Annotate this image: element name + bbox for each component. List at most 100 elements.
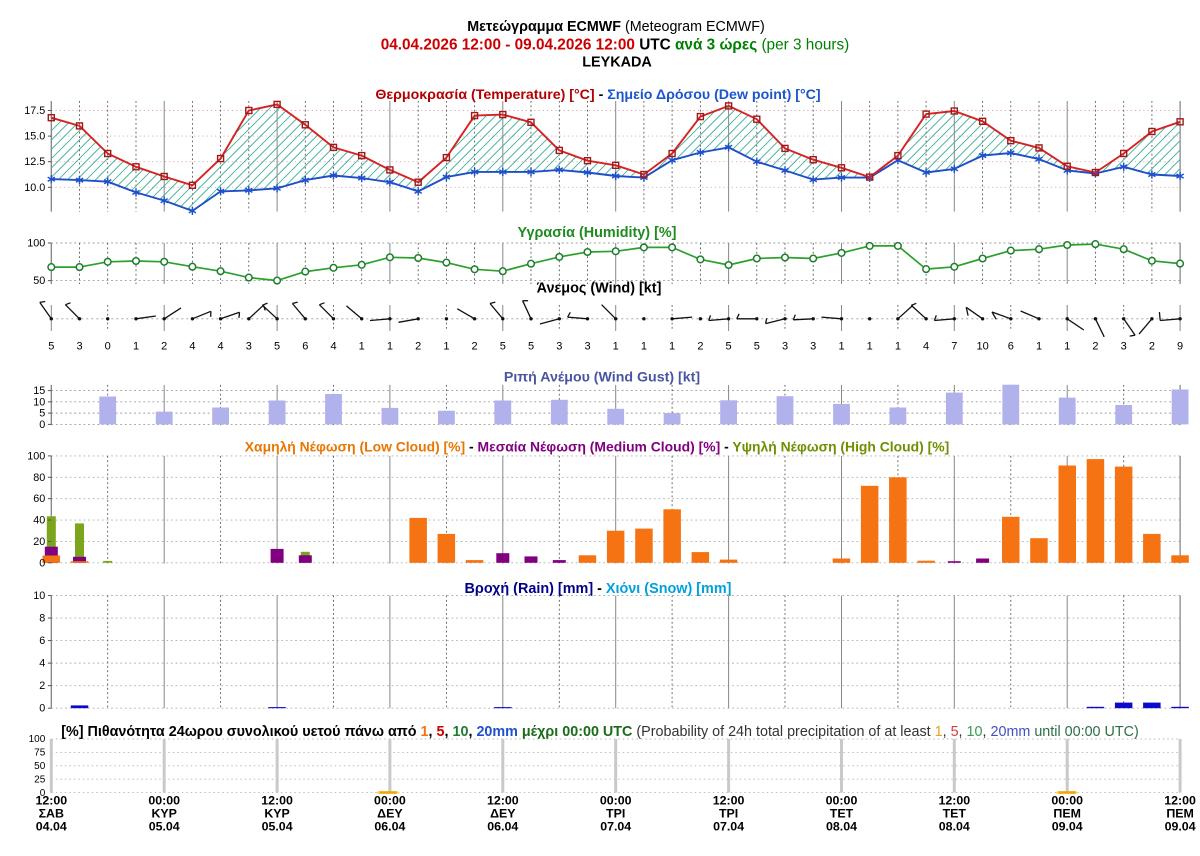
svg-text:08.04: 08.04 (826, 820, 857, 834)
svg-text:ΤΡΙ: ΤΡΙ (606, 807, 625, 821)
svg-text:09.04: 09.04 (1052, 820, 1083, 834)
svg-text:0: 0 (39, 419, 45, 431)
svg-text:5: 5 (39, 408, 45, 420)
svg-text:8: 8 (39, 613, 45, 625)
svg-text:6: 6 (302, 341, 308, 353)
svg-text:1: 1 (443, 341, 449, 353)
svg-text:00:00: 00:00 (600, 794, 632, 808)
svg-text:1: 1 (838, 341, 844, 353)
svg-text:5: 5 (500, 341, 506, 353)
svg-text:3: 3 (584, 341, 590, 353)
svg-text:25: 25 (34, 774, 46, 785)
svg-text:15.0: 15.0 (24, 131, 45, 143)
svg-text:ΤΕΤ: ΤΕΤ (943, 807, 967, 821)
svg-text:Υγρασία (Humidity) [%]: Υγρασία (Humidity) [%] (518, 225, 677, 241)
svg-text:12:00: 12:00 (487, 794, 519, 808)
svg-text:1: 1 (1036, 341, 1042, 353)
svg-text:20: 20 (33, 536, 45, 548)
svg-text:12:00: 12:00 (713, 794, 745, 808)
svg-text:2: 2 (161, 341, 167, 353)
svg-text:5: 5 (48, 341, 54, 353)
svg-text:6: 6 (39, 635, 45, 647)
svg-text:1: 1 (133, 341, 139, 353)
svg-text:3: 3 (782, 341, 788, 353)
svg-text:5: 5 (274, 341, 280, 353)
svg-text:10: 10 (33, 590, 45, 602)
svg-text:ΣΑΒ: ΣΑΒ (39, 807, 64, 821)
svg-text:10: 10 (33, 396, 45, 408)
svg-text:Θερμοκρασία (Temperature) [°C]: Θερμοκρασία (Temperature) [°C] - Σημείο … (375, 87, 820, 103)
svg-text:1: 1 (613, 341, 619, 353)
svg-text:6: 6 (1008, 341, 1014, 353)
svg-text:00:00: 00:00 (826, 794, 858, 808)
svg-text:3: 3 (76, 341, 82, 353)
svg-text:3: 3 (246, 341, 252, 353)
svg-text:17.5: 17.5 (24, 105, 45, 117)
svg-text:100: 100 (29, 734, 46, 745)
svg-text:4: 4 (189, 341, 195, 353)
svg-text:2: 2 (39, 680, 45, 692)
svg-text:1: 1 (895, 341, 901, 353)
svg-text:5: 5 (754, 341, 760, 353)
svg-text:50: 50 (34, 761, 46, 772)
svg-text:ΤΡΙ: ΤΡΙ (719, 807, 738, 821)
svg-text:07.04: 07.04 (713, 820, 744, 834)
svg-text:00:00: 00:00 (148, 794, 180, 808)
svg-text:5: 5 (726, 341, 732, 353)
svg-text:3: 3 (556, 341, 562, 353)
svg-text:9: 9 (1177, 341, 1183, 353)
svg-text:12:00: 12:00 (938, 794, 970, 808)
svg-text:2: 2 (472, 341, 478, 353)
svg-text:[%] Πιθανότητα 24ωρου συνολικο: [%] Πιθανότητα 24ωρου συνολικού υετού πά… (61, 724, 1139, 740)
svg-text:4: 4 (923, 341, 929, 353)
svg-text:00:00: 00:00 (1051, 794, 1083, 808)
svg-text:1: 1 (1064, 341, 1070, 353)
svg-text:ΔΕΥ: ΔΕΥ (490, 807, 516, 821)
svg-text:75: 75 (34, 748, 46, 759)
svg-text:0: 0 (39, 703, 45, 715)
svg-text:09.04: 09.04 (1165, 820, 1196, 834)
svg-text:ΠΕΜ: ΠΕΜ (1053, 807, 1081, 821)
svg-text:1: 1 (359, 341, 365, 353)
svg-text:0: 0 (105, 341, 111, 353)
svg-text:Μετεώγραμμα ECMWF (Meteogram E: Μετεώγραμμα ECMWF (Meteogram ECMWF) (467, 19, 765, 35)
svg-text:4: 4 (39, 658, 45, 670)
svg-text:Χαμηλή Νέφωση (Low Cloud) [%]: Χαμηλή Νέφωση (Low Cloud) [%] - Μεσαία Ν… (245, 438, 949, 454)
svg-text:1: 1 (387, 341, 393, 353)
svg-text:04.04: 04.04 (36, 820, 67, 834)
svg-text:50: 50 (33, 275, 45, 287)
svg-text:2: 2 (697, 341, 703, 353)
svg-text:7: 7 (951, 341, 957, 353)
svg-text:100: 100 (27, 450, 45, 462)
svg-text:15: 15 (33, 385, 45, 397)
svg-text:06.04: 06.04 (374, 820, 405, 834)
svg-text:08.04: 08.04 (939, 820, 970, 834)
svg-text:12:00: 12:00 (261, 794, 293, 808)
svg-text:04.04.2026 12:00 - 09.04.2026: 04.04.2026 12:00 - 09.04.2026 12:00 UTC … (381, 37, 850, 54)
svg-text:40: 40 (33, 515, 45, 527)
svg-text:06.04: 06.04 (487, 820, 518, 834)
svg-text:0: 0 (39, 557, 45, 569)
svg-text:LEYKADA: LEYKADA (582, 55, 652, 71)
svg-text:10.0: 10.0 (24, 182, 45, 194)
svg-text:1: 1 (641, 341, 647, 353)
svg-text:2: 2 (415, 341, 421, 353)
svg-text:10: 10 (976, 341, 988, 353)
svg-text:12:00: 12:00 (1164, 794, 1196, 808)
svg-text:Βροχή (Rain) [mm] - Χιόνι (Sno: Βροχή (Rain) [mm] - Χιόνι (Snow) [mm] (465, 581, 732, 597)
svg-text:ΔΕΥ: ΔΕΥ (377, 807, 403, 821)
svg-text:4: 4 (218, 341, 224, 353)
svg-text:2: 2 (1149, 341, 1155, 353)
svg-text:ΤΕΤ: ΤΕΤ (830, 807, 854, 821)
svg-text:1: 1 (669, 341, 675, 353)
svg-text:100: 100 (27, 238, 45, 250)
svg-text:3: 3 (810, 341, 816, 353)
svg-text:Άνεμος (Wind) [kt]: Άνεμος (Wind) [kt] (537, 281, 662, 297)
svg-text:3: 3 (1121, 341, 1127, 353)
svg-text:00:00: 00:00 (374, 794, 406, 808)
svg-text:5: 5 (528, 341, 534, 353)
svg-text:Ριπή Ανέμου (Wind Gust) [kt]: Ριπή Ανέμου (Wind Gust) [kt] (504, 370, 700, 386)
svg-text:ΠΕΜ: ΠΕΜ (1166, 807, 1194, 821)
svg-text:05.04: 05.04 (149, 820, 180, 834)
svg-text:ΚΥΡ: ΚΥΡ (264, 807, 289, 821)
